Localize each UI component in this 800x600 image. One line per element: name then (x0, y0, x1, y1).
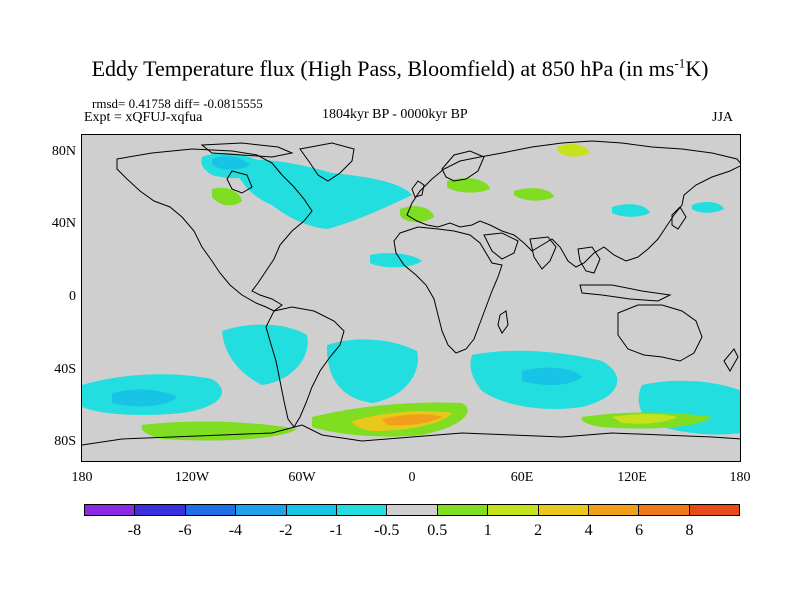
anomaly-eurasia-small (692, 202, 724, 213)
coast-north-america (116, 148, 313, 312)
colorbar-label: -4 (228, 522, 243, 539)
colorbar-label: 6 (635, 522, 644, 539)
anomaly-baffin (212, 156, 250, 170)
lon-label-180w: 180 (71, 470, 93, 485)
coast-eurasia (406, 140, 740, 268)
coast-madagascar (497, 310, 509, 334)
colorbar-bin (488, 505, 539, 515)
lon-label-120w: 120W (174, 470, 210, 485)
coast-antarctica (82, 424, 740, 446)
coast-greenland (299, 142, 355, 182)
anomaly-south-indian-strong (522, 367, 582, 386)
lat-label-40s: 40S (54, 362, 76, 377)
coast-scandinavia (441, 150, 485, 182)
colorbar-label: 2 (534, 522, 543, 539)
lon-label-60w: 60W (288, 470, 316, 485)
anomaly-europe (447, 178, 490, 193)
lat-label-80n: 80N (51, 144, 76, 159)
stats-label: rmsd= 0.41758 diff= -0.0815555 (92, 96, 263, 111)
colorbar-bin (387, 505, 438, 515)
coast-japan (671, 206, 687, 230)
anomaly-canada (212, 187, 242, 206)
colorbar-bin (135, 505, 186, 515)
lon-label-60e: 60E (510, 470, 534, 485)
colorbar-bin (185, 505, 237, 515)
anomaly-south-pacific-strong (112, 389, 177, 407)
colorbar-label: 0.5 (427, 522, 448, 539)
anomaly-south-america-west (222, 324, 308, 385)
colorbar-label: -1 (329, 522, 343, 539)
lon-label-120e: 120E (617, 470, 647, 485)
title-text: Eddy Temperature flux (High Pass, Bloomf… (91, 56, 675, 81)
colorbar-bin (286, 505, 337, 515)
coast-australia (617, 304, 703, 362)
map-svg (82, 135, 740, 461)
anomaly-antarctic-pacific (141, 421, 297, 441)
colorbar-label: 8 (685, 522, 694, 539)
anomaly-fields (82, 144, 740, 441)
colorbar-bin (588, 505, 640, 515)
season-label: JJA (712, 110, 734, 125)
colorbar-label: 4 (584, 522, 593, 539)
title-superscript: -1 (674, 55, 686, 71)
anomaly-siberia (514, 188, 554, 201)
anomaly-north-atlantic (232, 159, 412, 229)
coast-arctic-islands (200, 142, 294, 158)
lon-label-180e: 180 (729, 470, 751, 485)
chart-title: Eddy Temperature flux (High Pass, Bloomf… (0, 56, 800, 82)
lat-label-40n: 40N (51, 216, 76, 231)
lat-label-0: 0 (69, 289, 76, 304)
coast-arabia (483, 232, 519, 260)
anomaly-east-asia (612, 204, 650, 217)
experiment-label: Expt = xQFUJ-xqfua (84, 110, 203, 125)
colorbar-bin (85, 505, 136, 515)
colorbar-label: -2 (279, 522, 293, 539)
coast-new-zealand (723, 348, 739, 372)
coast-indochina (577, 246, 601, 274)
colorbar-label: -0.5 (374, 522, 400, 539)
coast-india (529, 236, 557, 270)
anomaly-scandinavia (557, 144, 590, 157)
anomaly-south-atlantic (326, 339, 418, 403)
colorbar (84, 504, 740, 516)
anomaly-antarctic-atlantic-core (382, 414, 442, 426)
coast-south-america (265, 306, 345, 428)
colorbar-bin (437, 505, 489, 515)
colorbar-label: -8 (127, 522, 142, 539)
colorbar-label: 1 (483, 522, 492, 539)
coast-british-isles (411, 180, 425, 198)
colorbar-bin (538, 505, 589, 515)
colorbar-bin (639, 505, 690, 515)
anomaly-antarctic-east-strong (612, 414, 677, 424)
coastlines (82, 140, 740, 446)
colorbar-bin (236, 505, 287, 515)
coast-indonesia (579, 284, 672, 302)
title-end: K) (685, 56, 709, 81)
colorbar-bin (689, 505, 740, 515)
coast-hudson-bay (226, 170, 253, 194)
lat-label-80s: 80S (54, 434, 76, 449)
map-panel (81, 134, 741, 462)
anomaly-subtropic-atlantic (370, 253, 422, 268)
colorbar-label: -6 (178, 522, 192, 539)
lon-label-0: 0 (408, 470, 416, 485)
coast-africa (393, 226, 503, 354)
colorbar-bin (336, 505, 388, 515)
period-label: 1804kyr BP - 0000kyr BP (322, 107, 468, 122)
